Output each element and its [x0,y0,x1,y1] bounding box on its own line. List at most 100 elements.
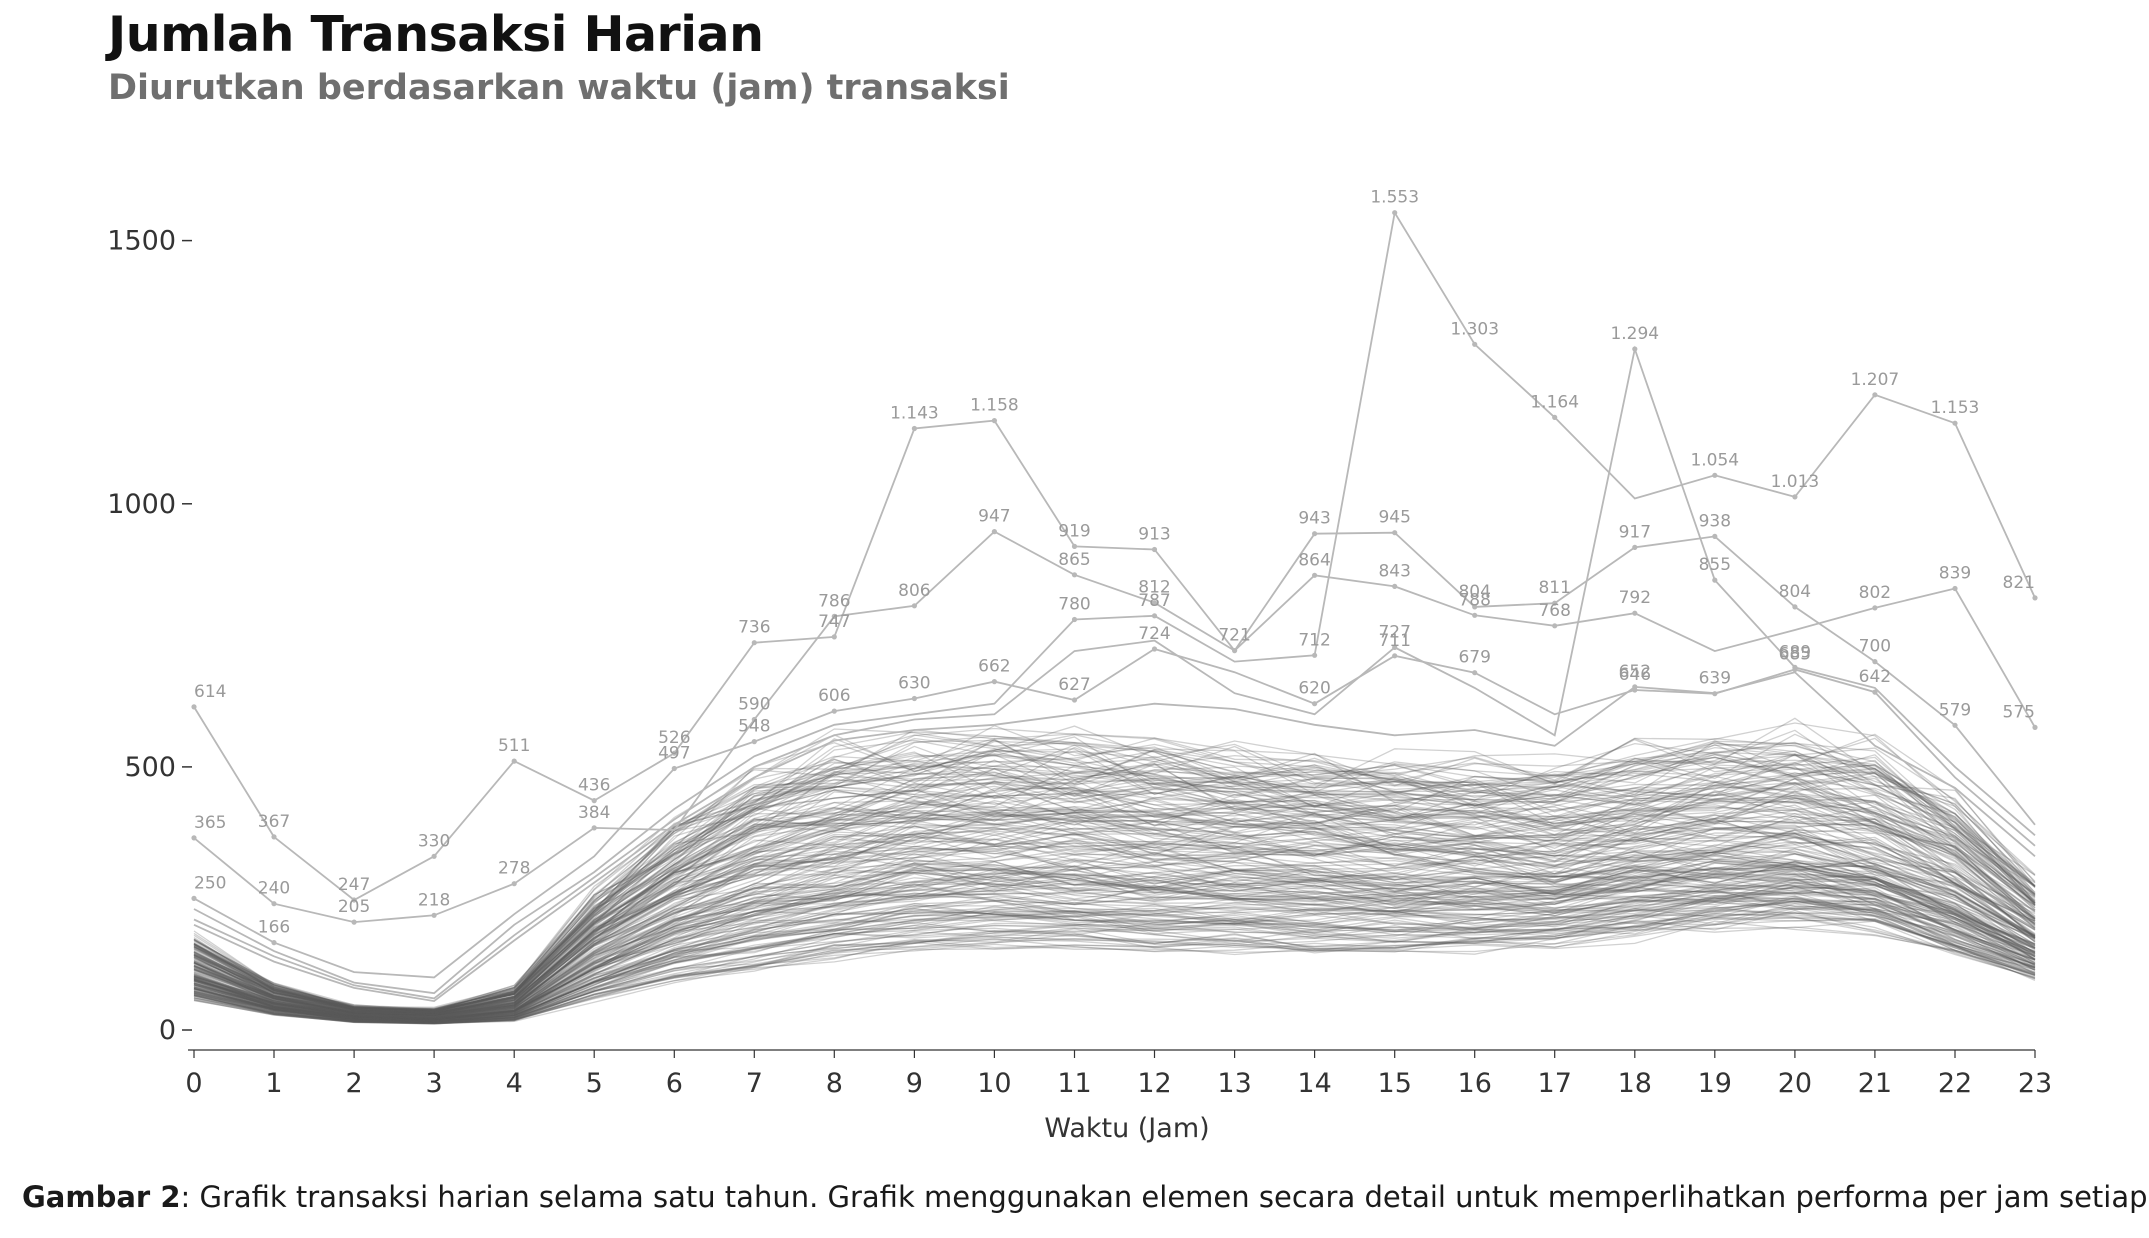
daily-lines-band [193,717,2036,1025]
data-label: 590 [738,695,770,715]
daily-line [193,860,2036,1021]
daily-line [193,812,2036,1017]
daily-line [193,797,2036,1016]
daily-line [193,890,2036,1024]
caption-text: : Grafik transaksi harian selama satu ta… [180,1180,2149,1214]
data-label: 679 [1458,648,1490,668]
daily-line [193,838,2036,1019]
x-tick-label: 21 [1858,1068,1892,1099]
daily-line [193,895,2036,1022]
daily-line [193,865,2036,1021]
daily-line [193,830,2036,1019]
daily-line [193,782,2036,1013]
series-line [193,419,2036,902]
daily-line [193,909,2036,1024]
data-point [1552,623,1558,629]
data-point [751,716,757,723]
data-label: 526 [658,728,690,748]
daily-line [193,756,2036,1011]
data-label: 511 [498,736,530,756]
daily-line [193,806,2036,1015]
daily-line [193,794,2036,1014]
daily-line [193,908,2036,1025]
daily-line [193,809,2036,1016]
x-tick-label: 11 [1057,1068,1091,1099]
daily-line [193,861,2036,1021]
daily-line [193,903,2036,1024]
data-point [1472,341,1478,347]
x-tick-label: 12 [1137,1068,1171,1099]
daily-line [193,831,2036,1018]
daily-line [193,900,2036,1023]
daily-line [193,845,2036,1017]
daily-line [193,740,2036,1013]
daily-line [193,765,2036,1012]
daily-line [193,800,2036,1015]
daily-line [193,886,2036,1022]
daily-line [193,865,2036,1019]
data-point [1952,585,1958,592]
x-tick-label: 16 [1458,1068,1492,1099]
daily-line [193,839,2036,1018]
data-label: 747 [818,612,850,632]
daily-line [193,836,2036,1018]
daily-line [193,750,2036,1011]
daily-line [193,875,2036,1021]
daily-line [193,812,2036,1017]
daily-line [193,717,2036,1012]
daily-line [193,845,2036,1018]
daily-line [193,861,2036,1020]
data-label: 642 [1859,667,1891,687]
data-point [1151,646,1158,652]
data-label: 727 [1378,622,1410,642]
data-point [911,695,918,702]
daily-line [193,780,2036,1014]
daily-line [193,879,2036,1022]
data-point [1071,697,1078,703]
daily-line [193,759,2036,1013]
daily-line [193,864,2036,1021]
data-label: 913 [1138,525,1170,545]
daily-line [193,778,2036,1013]
daily-line [193,896,2036,1023]
x-tick-label: 3 [426,1068,443,1099]
daily-line [193,916,2036,1025]
x-tick-label: 6 [666,1068,683,1099]
daily-line [193,868,2036,1021]
data-label: 1.143 [890,404,939,424]
daily-line [193,912,2036,1024]
data-point [911,603,918,609]
daily-line [193,834,2036,1018]
data-point [1071,616,1078,623]
daily-line [193,788,2036,1016]
daily-line [193,790,2036,1014]
data-point [1712,577,1718,583]
axes-group: 0 1 2 3 4 5 6 7 8 9 10 11 12 13 14 15 16 17 18 19 20 21 22 2305… [107,226,2052,1099]
data-label: 917 [1619,522,1651,542]
data-label: 497 [658,744,690,764]
x-tick-label: 18 [1618,1068,1652,1099]
daily-line [193,781,2036,1014]
daily-line [193,772,2036,1015]
data-label: 712 [1298,630,1330,650]
daily-line [193,746,2036,1013]
data-point [1472,670,1478,676]
data-label: 792 [1619,588,1651,608]
daily-line [193,781,2036,1013]
daily-line [193,753,2036,1013]
data-label: 606 [818,686,850,706]
daily-line [193,753,2036,1012]
daily-line [193,805,2036,1015]
daily-line [193,832,2036,1019]
data-label: 768 [1538,601,1570,621]
data-label: 330 [418,831,450,851]
daily-line [193,766,2036,1015]
daily-line [193,810,2036,1016]
daily-line [193,912,2036,1024]
daily-line [193,742,2036,1012]
data-point [751,640,757,646]
data-point [1392,653,1398,659]
x-tick-label: 13 [1217,1068,1251,1099]
data-label: 250 [194,873,226,893]
data-label: 736 [738,618,770,638]
